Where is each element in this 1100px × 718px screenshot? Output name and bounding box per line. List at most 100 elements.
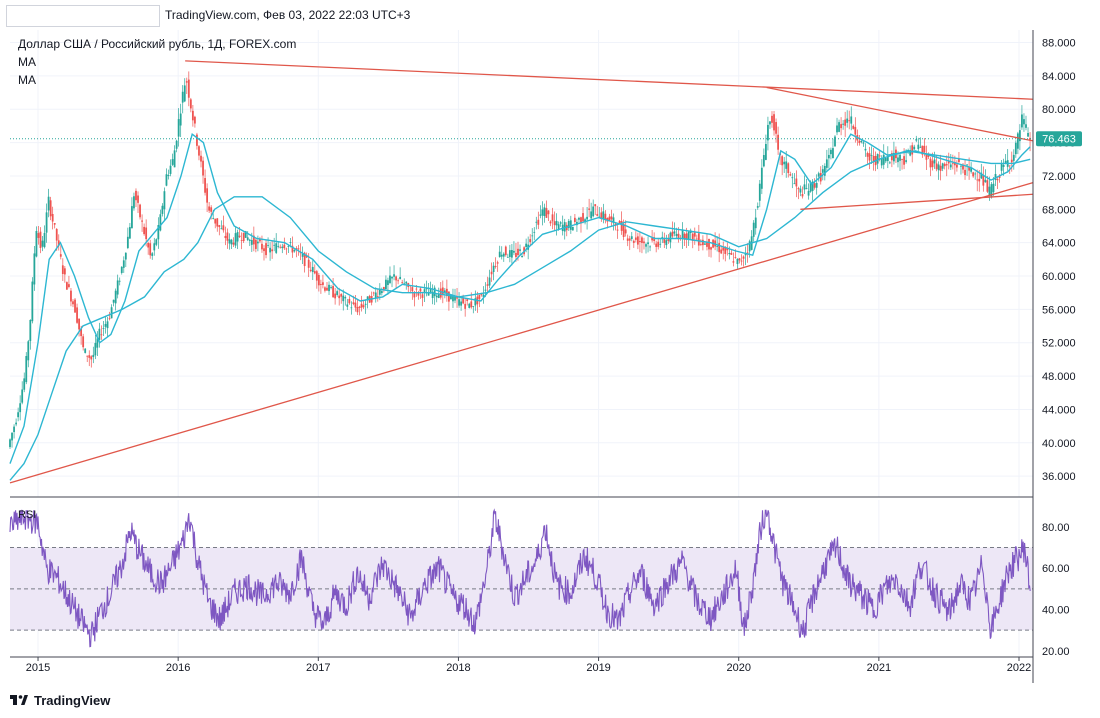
candle-body	[301, 253, 304, 257]
candle-body	[600, 212, 603, 220]
candle-body	[63, 268, 66, 275]
candle-body	[35, 230, 38, 257]
candle-body	[248, 239, 251, 241]
candle-body	[157, 225, 160, 240]
candle-body	[911, 145, 914, 155]
candle-body	[905, 160, 908, 162]
candle-body	[956, 164, 958, 168]
candle-body	[962, 164, 964, 170]
candle-body	[242, 232, 245, 242]
candle-body	[797, 188, 800, 190]
candle-body	[332, 286, 334, 298]
candle-body	[106, 321, 109, 329]
candle-body	[708, 238, 710, 250]
candle-body	[645, 244, 647, 247]
candle-body	[380, 291, 383, 294]
candle-body	[322, 282, 324, 285]
candle-body	[273, 244, 276, 246]
candle-body	[840, 124, 842, 129]
candle-body	[915, 139, 918, 141]
candle-body	[55, 228, 58, 241]
candle-body	[890, 153, 893, 161]
candle-body	[159, 214, 162, 231]
candle-body	[47, 196, 50, 211]
candle-body	[803, 184, 806, 190]
candle-body	[632, 240, 635, 243]
candle-body	[966, 164, 968, 166]
candle-body	[279, 246, 282, 248]
candle-body	[183, 85, 186, 102]
candle-body	[775, 122, 777, 134]
trend-line	[766, 86, 1034, 142]
candle-body	[539, 214, 542, 216]
candle-body	[216, 218, 219, 227]
candle-body	[417, 293, 420, 296]
candle-body	[620, 221, 623, 231]
footer-brand[interactable]: TradingView	[34, 692, 111, 708]
candle-body	[909, 150, 912, 156]
candle-body	[511, 250, 513, 258]
candle-body	[596, 214, 599, 216]
candle-body	[452, 296, 454, 302]
candle-body	[769, 121, 771, 125]
candle-body	[382, 287, 385, 291]
candle-body	[945, 164, 948, 166]
candle-body	[275, 243, 278, 253]
candle-body	[541, 209, 544, 216]
candle-body	[153, 243, 156, 251]
candle-body	[939, 165, 942, 171]
candle-body	[376, 296, 379, 297]
candle-body	[1010, 159, 1013, 163]
candle-body	[283, 244, 286, 249]
candle-body	[204, 178, 206, 193]
candle-body	[563, 222, 566, 232]
candle-body	[307, 259, 310, 268]
candle-body	[399, 276, 402, 280]
candle-body	[592, 206, 595, 217]
candle-body	[651, 238, 654, 241]
last-price-label: 76.463	[1042, 134, 1076, 146]
candle-body	[647, 242, 649, 245]
candle-body	[545, 208, 548, 218]
candle-body	[490, 271, 493, 275]
candle-body	[846, 118, 849, 123]
candle-body	[793, 183, 796, 185]
ma-slow-line	[9, 150, 1031, 481]
candle-body	[61, 265, 64, 274]
candle-body	[124, 252, 127, 260]
candle-body	[1002, 164, 1005, 167]
legend-ma-2[interactable]: MA	[18, 73, 36, 87]
candle-body	[551, 214, 554, 222]
candle-body	[151, 253, 154, 256]
candle-body	[330, 287, 332, 288]
candle-body	[309, 269, 312, 271]
candle-body	[949, 164, 952, 168]
symbol-search-box[interactable]	[6, 5, 160, 27]
candle-body	[842, 123, 845, 125]
candle-body	[661, 236, 664, 238]
candle-body	[185, 81, 188, 83]
candle-body	[681, 229, 684, 239]
candle-body	[326, 287, 328, 291]
candle-body	[415, 288, 418, 290]
candle-body	[718, 243, 721, 253]
price-grid	[10, 30, 1033, 497]
candle-body	[951, 163, 954, 165]
legend-ma-1[interactable]: MA	[18, 55, 36, 69]
candle-body	[618, 220, 621, 224]
candle-body	[964, 169, 966, 176]
candle-body	[529, 239, 532, 243]
candle-body	[899, 154, 901, 161]
candle-body	[165, 174, 168, 186]
candle-body	[876, 154, 879, 164]
candle-body	[515, 252, 517, 257]
candle-body	[913, 146, 916, 150]
candle-body	[472, 306, 475, 308]
candle-body	[324, 287, 326, 291]
price-tick-label: 72.000	[1042, 171, 1076, 183]
candle-body	[953, 161, 956, 166]
candle-body	[23, 378, 26, 390]
candle-body	[921, 145, 924, 155]
candle-body	[84, 348, 87, 353]
